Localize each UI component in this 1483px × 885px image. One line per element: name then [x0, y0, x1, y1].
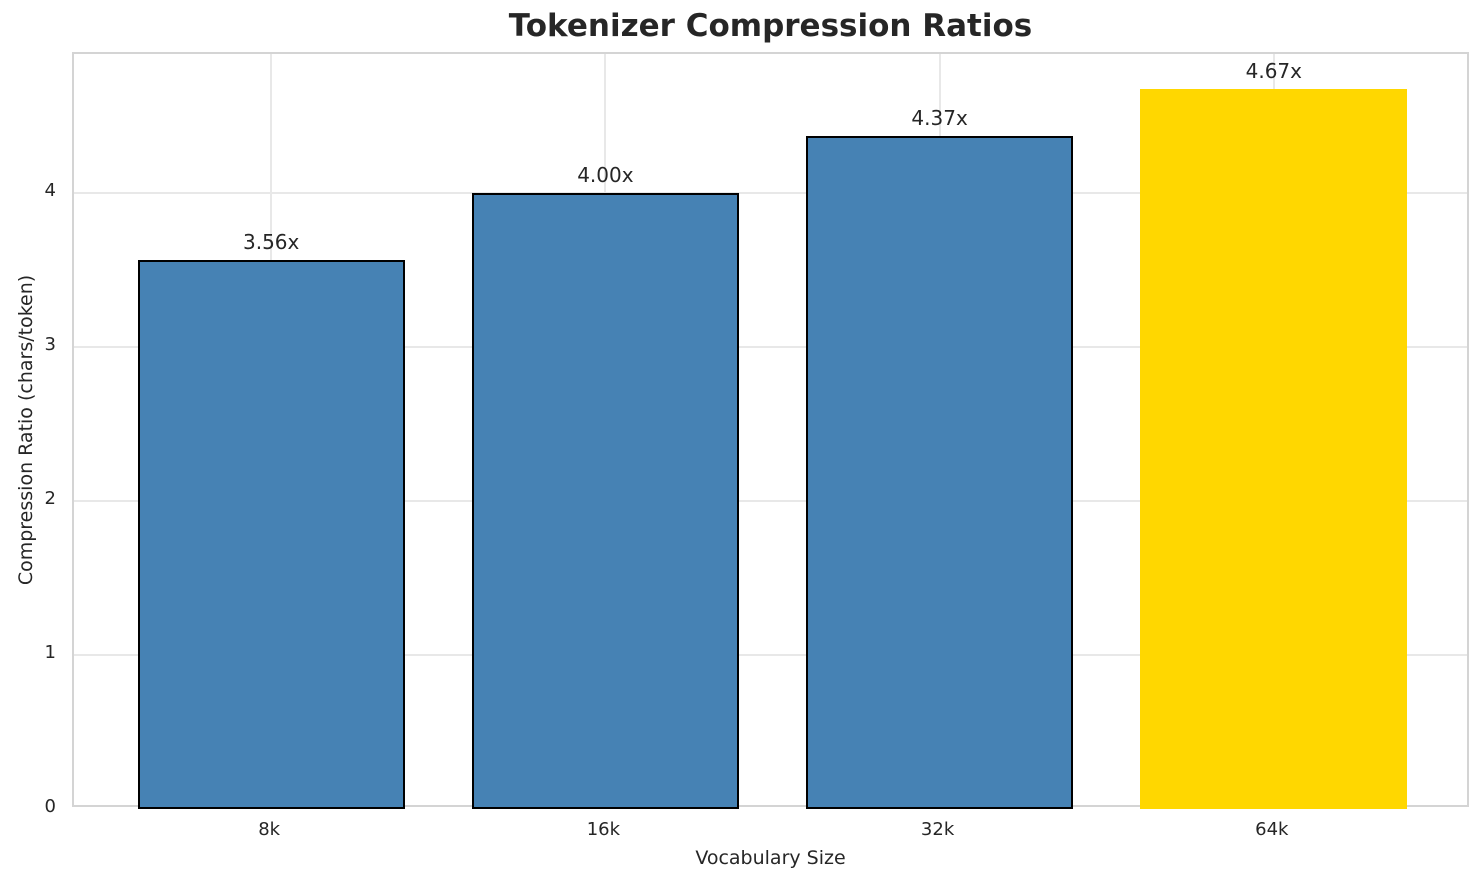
x-tick-label: 8k	[258, 819, 281, 840]
y-tick-label: 4	[44, 179, 56, 201]
plot-area: 3.56x 4.00x 4.37x 4.67x	[72, 52, 1469, 809]
h-gridline	[74, 345, 1467, 348]
bar-64k	[1140, 89, 1408, 809]
bar-value-label: 4.67x	[1245, 59, 1302, 84]
y-tick-label: 3	[44, 333, 56, 355]
x-tick-label: 64k	[1255, 819, 1289, 840]
x-axis-label: Vocabulary Size	[695, 847, 846, 869]
bar-32k	[805, 135, 1074, 809]
y-tick-label: 0	[44, 796, 56, 817]
x-tick-label: 16k	[586, 819, 621, 840]
bar-value-label: 3.56x	[242, 230, 300, 255]
h-gridline	[74, 499, 1467, 502]
chart-title: Tokenizer Compression Ratios	[508, 8, 1033, 44]
y-tick-label: 2	[44, 487, 56, 509]
y-axis-label: Compression Ratio (chars/token)	[15, 274, 37, 586]
bar-value-label: 4.00x	[577, 162, 634, 187]
h-gridline	[74, 653, 1467, 656]
h-gridline	[74, 191, 1467, 194]
bar-value-label: 4.37x	[911, 105, 968, 130]
bar-8k	[137, 260, 405, 809]
y-tick-label: 1	[44, 641, 56, 663]
bar-16k	[471, 192, 740, 809]
x-tick-label: 32k	[920, 819, 955, 840]
